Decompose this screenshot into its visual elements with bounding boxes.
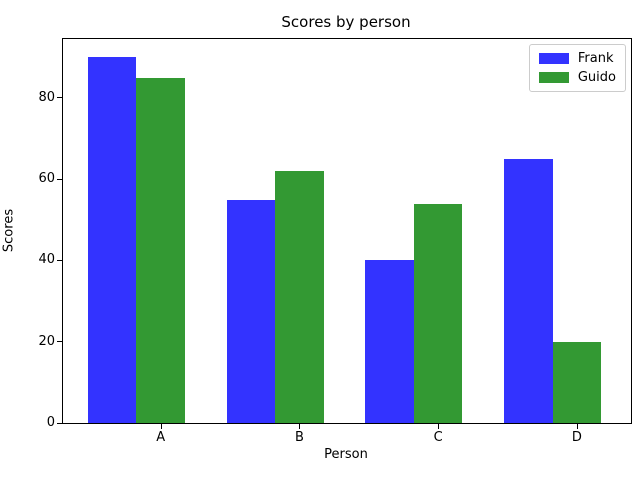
x-tick-label: D (571, 430, 582, 445)
chart-title: Scores by person (281, 13, 411, 31)
x-tick-mark (438, 424, 440, 429)
y-tick-label: 20 (38, 333, 55, 349)
plot-area: 0 20 40 60 80 A B C D Frank Guido (38, 38, 632, 445)
y-tick-label: 40 (38, 252, 55, 268)
bar-guido-D (552, 341, 602, 423)
bar-guido-C (413, 203, 463, 423)
y-axis-label: Scores (1, 208, 17, 253)
x-tick-label: A (156, 430, 166, 445)
legend-swatch-icon (538, 53, 569, 64)
bar-guido-A (136, 77, 185, 423)
bar-frank-A (87, 57, 137, 423)
y-tick-label: 80 (38, 89, 55, 105)
legend-swatch-icon (538, 72, 569, 83)
x-tick-label: C (433, 430, 443, 445)
legend-label: Guido (577, 70, 616, 85)
x-axis-label: Person (324, 447, 368, 462)
legend-entry-guido: Guido (538, 70, 616, 85)
x-tick-mark (299, 424, 301, 429)
bar-frank-B (226, 199, 276, 423)
y-tick-mark (57, 422, 62, 424)
legend-label: Frank (577, 51, 614, 66)
y-tick-label: 60 (38, 171, 55, 187)
y-tick-mark (57, 259, 62, 261)
legend: Frank Guido (528, 44, 626, 92)
y-tick-label: 0 (46, 415, 55, 430)
y-tick-mark (57, 178, 62, 180)
x-tick-label: B (294, 430, 304, 445)
x-tick-mark (160, 424, 162, 429)
bar-frank-C (365, 260, 414, 423)
y-tick-mark (57, 341, 62, 343)
y-tick-mark (57, 97, 62, 99)
legend-entry-frank: Frank (538, 51, 616, 66)
x-tick-mark (576, 424, 578, 429)
bar-guido-B (275, 171, 324, 423)
bar-frank-D (504, 158, 553, 423)
